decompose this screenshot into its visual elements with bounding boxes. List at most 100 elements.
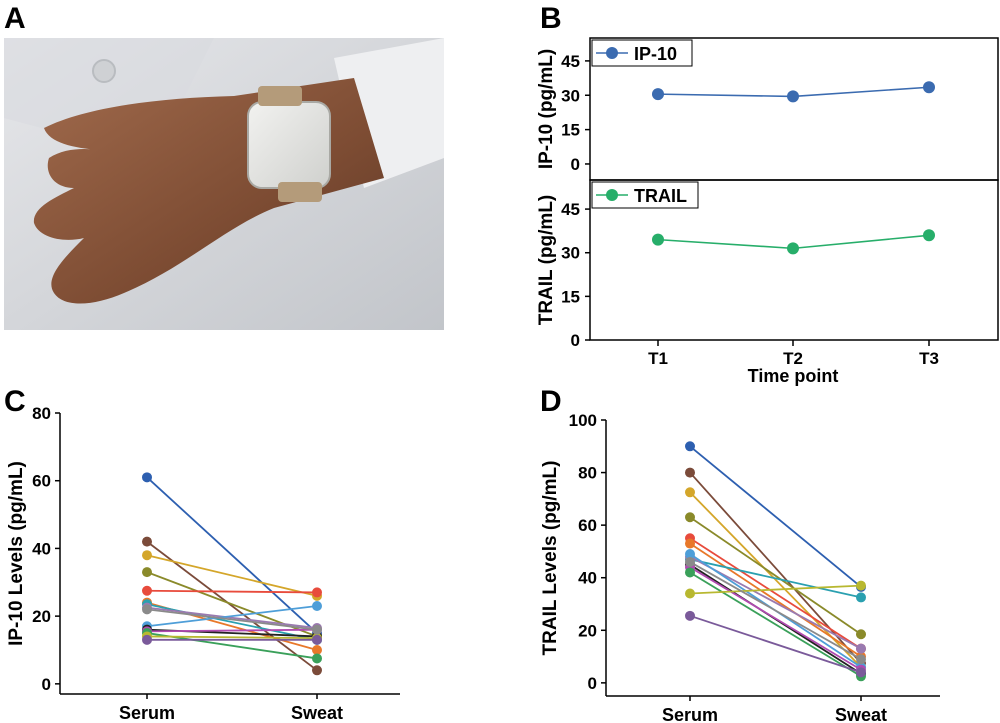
legend-box	[591, 39, 693, 67]
x-tick-label: Serum	[119, 703, 175, 723]
legend-box	[591, 181, 699, 209]
strap-clip-bottom	[278, 182, 322, 202]
serum-point	[685, 533, 695, 544]
serum-point	[685, 512, 695, 523]
serum-point	[685, 567, 695, 578]
y-axis-label: TRAIL Levels (pg/mL)	[540, 461, 561, 656]
wristband-photo	[4, 38, 444, 330]
data-point	[652, 233, 664, 246]
y-tick-label: 100	[569, 411, 597, 430]
subject-line	[146, 554, 318, 597]
plot-frame-1	[589, 179, 999, 341]
subject-line	[689, 571, 862, 678]
subject-line	[146, 628, 318, 638]
sweat-point	[312, 631, 322, 642]
sweat-point	[856, 671, 866, 682]
subject-line	[146, 571, 318, 638]
sweat-point	[312, 587, 322, 598]
sweat-point	[312, 631, 322, 642]
coat-button	[92, 59, 116, 83]
legend-marker	[606, 189, 618, 201]
panel-label-d: D	[540, 385, 562, 418]
y-tick-label: 30	[561, 244, 580, 263]
subject-line	[146, 601, 318, 651]
subject-line	[689, 471, 862, 664]
y-tick-label: 20	[578, 621, 597, 640]
y-tick-label: 15	[561, 121, 580, 140]
strap-clip-top	[258, 86, 302, 106]
serum-point	[685, 551, 695, 562]
serum-point	[685, 556, 695, 567]
serum-point	[142, 602, 152, 613]
subject-line	[689, 561, 862, 660]
sweat-point	[856, 651, 866, 662]
serum-point	[142, 599, 152, 610]
sweat-point	[312, 653, 322, 664]
serum-point	[685, 549, 695, 560]
sweat-point	[312, 644, 322, 655]
series-line-IP-10	[657, 86, 930, 98]
x-tick-label: Serum	[662, 705, 718, 723]
y-axis-label: IP-10 (pg/mL)	[536, 49, 557, 169]
sweat-point	[856, 662, 866, 673]
serum-point	[142, 585, 152, 596]
y-tick-label: 45	[561, 200, 580, 219]
sweat-point	[856, 643, 866, 654]
serum-point	[685, 487, 695, 498]
subject-line	[689, 553, 862, 668]
plot-frame-0	[589, 37, 999, 181]
serum-point	[685, 562, 695, 573]
serum-point	[142, 634, 152, 645]
panel-label-b: B	[540, 2, 562, 35]
subject-line	[146, 632, 318, 660]
serum-point	[685, 467, 695, 478]
y-axis-label: TRAIL (pg/mL)	[536, 195, 557, 326]
data-point	[652, 88, 664, 101]
y-tick-label: 0	[571, 155, 580, 174]
y-tick-label: 60	[578, 516, 597, 535]
sweat-point	[312, 634, 322, 645]
subject-line	[689, 537, 862, 650]
subject-line	[146, 605, 318, 628]
y-tick-label: 15	[561, 287, 580, 306]
serum-point	[142, 536, 152, 547]
x-tick-label: Sweat	[835, 705, 887, 723]
sweat-point	[312, 624, 322, 635]
x-tick-label: T3	[919, 349, 939, 368]
y-tick-label: 80	[578, 464, 597, 483]
sweat-point	[312, 634, 322, 645]
subject-line	[689, 614, 862, 674]
y-tick-label: 20	[32, 607, 51, 626]
subject-line	[689, 491, 862, 668]
y-tick-label: 40	[578, 569, 597, 588]
serum-point	[142, 626, 152, 637]
subject-line	[146, 628, 318, 633]
subject-line	[146, 608, 318, 631]
sweat-point	[312, 633, 322, 644]
sweat-sensor-device	[247, 101, 331, 189]
legend-marker	[606, 47, 618, 59]
data-point	[787, 90, 799, 103]
data-point	[787, 242, 799, 255]
y-tick-label: 0	[588, 674, 597, 693]
serum-point	[142, 597, 152, 608]
panel-label-a: A	[4, 2, 26, 35]
subject-line	[689, 584, 862, 595]
subject-line	[146, 635, 318, 640]
subject-line	[689, 542, 862, 658]
sweat-point	[856, 658, 866, 669]
serum-point	[685, 538, 695, 549]
sweat-point	[312, 628, 322, 639]
serum-point	[685, 588, 695, 599]
y-tick-label: 45	[561, 52, 580, 71]
serum-point	[142, 631, 152, 642]
subject-line	[689, 558, 862, 599]
sweat-point	[856, 643, 866, 654]
sweat-point	[856, 664, 866, 675]
subject-line	[146, 540, 318, 672]
x-tick-label: Sweat	[291, 703, 343, 723]
serum-point	[142, 624, 152, 635]
y-tick-label: 80	[32, 404, 51, 423]
serum-point	[685, 554, 695, 565]
y-tick-label: 0	[571, 331, 580, 350]
